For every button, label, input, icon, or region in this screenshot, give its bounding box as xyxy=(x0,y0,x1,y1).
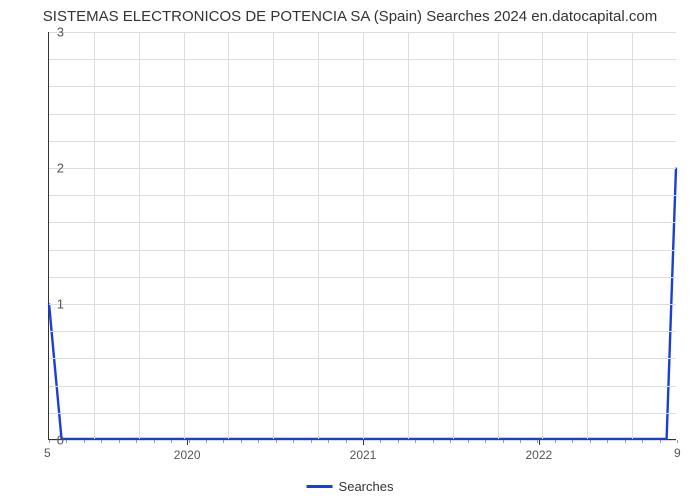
x-minor-tick xyxy=(206,440,207,443)
x-minor-tick xyxy=(625,440,626,443)
x-minor-tick xyxy=(328,440,329,443)
x-minor-tick xyxy=(119,440,120,443)
corner-label-bottom-right: 9 xyxy=(674,446,681,460)
x-minor-tick xyxy=(276,440,277,443)
grid-line-vertical xyxy=(228,32,229,439)
grid-line-vertical xyxy=(498,32,499,439)
y-tick-label: 3 xyxy=(44,25,64,40)
x-minor-tick xyxy=(346,440,347,443)
x-minor-tick xyxy=(380,440,381,443)
grid-line-vertical xyxy=(318,32,319,439)
x-minor-tick xyxy=(450,440,451,443)
x-major-tick xyxy=(363,440,364,445)
chart-title: SISTEMAS ELECTRONICOS DE POTENCIA SA (Sp… xyxy=(0,0,700,25)
x-minor-tick xyxy=(468,440,469,443)
x-minor-tick xyxy=(398,440,399,443)
plot-area: 202020212022 xyxy=(48,32,676,440)
x-tick-label: 2022 xyxy=(525,448,552,462)
grid-line-vertical xyxy=(363,32,364,439)
x-minor-tick xyxy=(154,440,155,443)
x-minor-tick xyxy=(189,440,190,443)
legend-label-searches: Searches xyxy=(339,479,394,494)
x-minor-tick xyxy=(520,440,521,443)
y-tick-label: 1 xyxy=(44,297,64,312)
grid-line-vertical xyxy=(587,32,588,439)
x-minor-tick xyxy=(66,440,67,443)
x-minor-tick xyxy=(677,440,678,443)
x-minor-tick xyxy=(171,440,172,443)
x-tick-label: 2020 xyxy=(174,448,201,462)
x-major-tick xyxy=(539,440,540,445)
x-minor-tick xyxy=(642,440,643,443)
grid-line-vertical xyxy=(139,32,140,439)
y-tick-label: 2 xyxy=(44,161,64,176)
legend-swatch-searches xyxy=(307,485,333,488)
x-minor-tick xyxy=(503,440,504,443)
x-minor-tick xyxy=(241,440,242,443)
grid-line-vertical xyxy=(184,32,185,439)
x-minor-tick xyxy=(311,440,312,443)
grid-line-vertical xyxy=(453,32,454,439)
x-minor-tick xyxy=(136,440,137,443)
x-major-tick xyxy=(187,440,188,445)
x-minor-tick xyxy=(590,440,591,443)
x-minor-tick xyxy=(660,440,661,443)
x-minor-tick xyxy=(223,440,224,443)
x-minor-tick xyxy=(84,440,85,443)
grid-line-vertical xyxy=(632,32,633,439)
x-minor-tick xyxy=(555,440,556,443)
grid-line-vertical xyxy=(273,32,274,439)
x-minor-tick xyxy=(293,440,294,443)
grid-line-vertical xyxy=(542,32,543,439)
grid-line-vertical xyxy=(408,32,409,439)
x-tick-label: 2021 xyxy=(350,448,377,462)
x-minor-tick xyxy=(572,440,573,443)
grid-line-vertical xyxy=(94,32,95,439)
x-minor-tick xyxy=(433,440,434,443)
x-minor-tick xyxy=(258,440,259,443)
x-minor-tick xyxy=(485,440,486,443)
x-minor-tick xyxy=(101,440,102,443)
legend: Searches xyxy=(307,479,394,494)
x-minor-tick xyxy=(415,440,416,443)
x-minor-tick xyxy=(607,440,608,443)
corner-label-bottom-left: 5 xyxy=(44,446,51,460)
